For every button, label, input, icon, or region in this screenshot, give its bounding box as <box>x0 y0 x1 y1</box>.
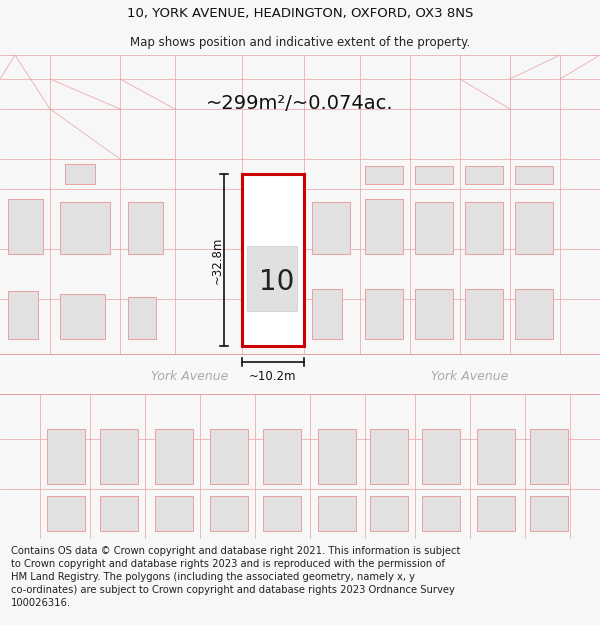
Text: 10, YORK AVENUE, HEADINGTON, OXFORD, OX3 8NS: 10, YORK AVENUE, HEADINGTON, OXFORD, OX3… <box>127 7 473 20</box>
Bar <box>530 496 568 531</box>
Bar <box>155 429 193 484</box>
Bar <box>515 202 553 254</box>
Bar <box>242 174 304 346</box>
Bar <box>128 297 156 339</box>
Text: ~299m²/~0.074ac.: ~299m²/~0.074ac. <box>206 94 394 114</box>
Bar <box>263 429 301 484</box>
Bar <box>210 496 248 531</box>
Bar <box>100 496 138 531</box>
Bar <box>312 289 342 339</box>
Bar <box>365 199 403 254</box>
Bar <box>465 202 503 254</box>
Bar <box>515 166 553 184</box>
Bar <box>47 429 85 484</box>
Bar <box>365 166 403 184</box>
Bar <box>415 202 453 254</box>
Bar <box>465 166 503 184</box>
Bar <box>465 289 503 339</box>
Bar <box>422 429 460 484</box>
Text: York Avenue: York Avenue <box>151 371 229 383</box>
Text: ~32.8m: ~32.8m <box>211 236 223 284</box>
Bar <box>60 202 110 254</box>
Text: Map shows position and indicative extent of the property.: Map shows position and indicative extent… <box>130 36 470 49</box>
Bar <box>100 429 138 484</box>
Bar <box>422 496 460 531</box>
Bar <box>263 496 301 531</box>
Bar <box>47 496 85 531</box>
Bar <box>318 496 356 531</box>
Bar <box>210 429 248 484</box>
Bar <box>370 496 408 531</box>
Bar <box>8 199 43 254</box>
Bar <box>318 429 356 484</box>
Bar <box>477 496 515 531</box>
Bar <box>65 164 95 184</box>
Bar <box>247 246 297 311</box>
Bar <box>477 429 515 484</box>
Bar <box>415 166 453 184</box>
Bar <box>365 289 403 339</box>
Bar <box>312 202 350 254</box>
Text: York Avenue: York Avenue <box>431 371 509 383</box>
Bar <box>530 429 568 484</box>
Bar <box>0 354 600 394</box>
Text: Contains OS data © Crown copyright and database right 2021. This information is : Contains OS data © Crown copyright and d… <box>11 546 460 609</box>
Bar <box>60 294 105 339</box>
Bar <box>415 289 453 339</box>
Text: ~10.2m: ~10.2m <box>249 370 297 383</box>
Bar <box>8 291 38 339</box>
Bar <box>155 496 193 531</box>
Bar <box>370 429 408 484</box>
Bar <box>515 289 553 339</box>
Bar <box>128 202 163 254</box>
Text: 10: 10 <box>259 268 295 296</box>
